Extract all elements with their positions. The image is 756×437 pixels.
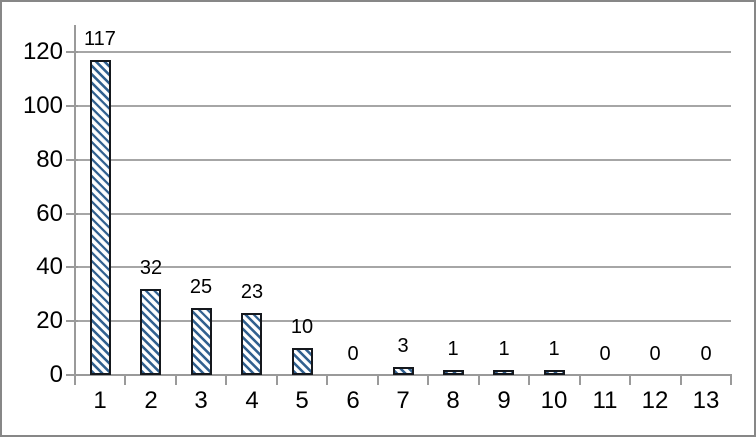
bar-value-label: 32	[139, 257, 163, 279]
bar-value-label: 1	[548, 338, 560, 360]
y-tick-label: 20	[36, 307, 63, 334]
x-tick-label: 3	[194, 387, 208, 414]
y-axis-tick	[66, 105, 78, 107]
bar	[544, 370, 565, 375]
bar-value-label: 3	[397, 335, 409, 357]
gridline	[75, 320, 731, 322]
y-axis-tick	[66, 213, 78, 215]
x-axis-tick	[680, 376, 682, 385]
x-axis-tick	[124, 376, 126, 385]
bar	[90, 60, 111, 375]
x-tick-label: 10	[540, 387, 568, 414]
bar	[493, 370, 514, 375]
x-axis-tick	[377, 376, 379, 385]
gridline	[75, 266, 731, 268]
y-axis-tick	[66, 159, 78, 161]
y-tick-label: 100	[22, 92, 63, 119]
y-tick-label: 80	[36, 146, 63, 173]
y-tick-label: 0	[49, 361, 63, 388]
bar-value-label: 1	[447, 338, 459, 360]
x-axis-tick	[326, 376, 328, 385]
x-tick-label: 7	[396, 387, 410, 414]
bar	[191, 308, 212, 375]
y-axis-line	[74, 25, 76, 384]
bar-value-label: 0	[347, 343, 359, 365]
y-axis-tick	[66, 266, 78, 268]
x-axis-tick	[427, 376, 429, 385]
gridline	[75, 159, 731, 161]
gridline	[75, 213, 731, 215]
x-tick-label: 13	[692, 387, 720, 414]
bar-value-label: 0	[700, 343, 712, 365]
x-tick-label: 4	[245, 387, 259, 414]
bar	[443, 370, 464, 375]
gridline	[75, 105, 731, 107]
bar-value-label: 25	[189, 276, 213, 298]
x-axis-tick	[730, 376, 732, 385]
bar-value-label: 0	[599, 343, 611, 365]
x-axis-line	[74, 374, 732, 376]
gridline	[75, 51, 731, 53]
x-tick-label: 8	[446, 387, 460, 414]
x-axis-tick	[629, 376, 631, 385]
y-axis-tick	[66, 51, 78, 53]
x-axis-tick	[528, 376, 530, 385]
bar-value-label: 10	[290, 316, 314, 338]
y-axis-tick	[66, 374, 78, 376]
x-axis-tick	[478, 376, 480, 385]
bar-value-label: 1	[498, 338, 510, 360]
bar-value-label: 117	[84, 28, 116, 50]
bar	[393, 367, 414, 375]
x-tick-label: 12	[641, 387, 669, 414]
x-axis-tick	[276, 376, 278, 385]
x-axis-tick	[74, 376, 76, 385]
bar	[140, 289, 161, 375]
x-tick-label: 2	[144, 387, 158, 414]
bar-value-label: 0	[649, 343, 661, 365]
y-tick-label: 120	[22, 38, 63, 65]
y-axis-tick	[66, 320, 78, 322]
x-axis-tick	[579, 376, 581, 385]
bar-value-label: 23	[240, 281, 264, 303]
x-tick-label: 5	[295, 387, 309, 414]
x-axis-tick	[175, 376, 177, 385]
x-tick-label: 6	[346, 387, 360, 414]
x-tick-label: 9	[497, 387, 511, 414]
y-tick-label: 60	[36, 200, 63, 227]
x-tick-label: 1	[93, 387, 107, 414]
x-tick-label: 11	[592, 387, 618, 414]
bar	[241, 313, 262, 375]
x-axis-tick	[225, 376, 227, 385]
y-tick-label: 40	[36, 253, 63, 280]
bar	[292, 348, 313, 375]
